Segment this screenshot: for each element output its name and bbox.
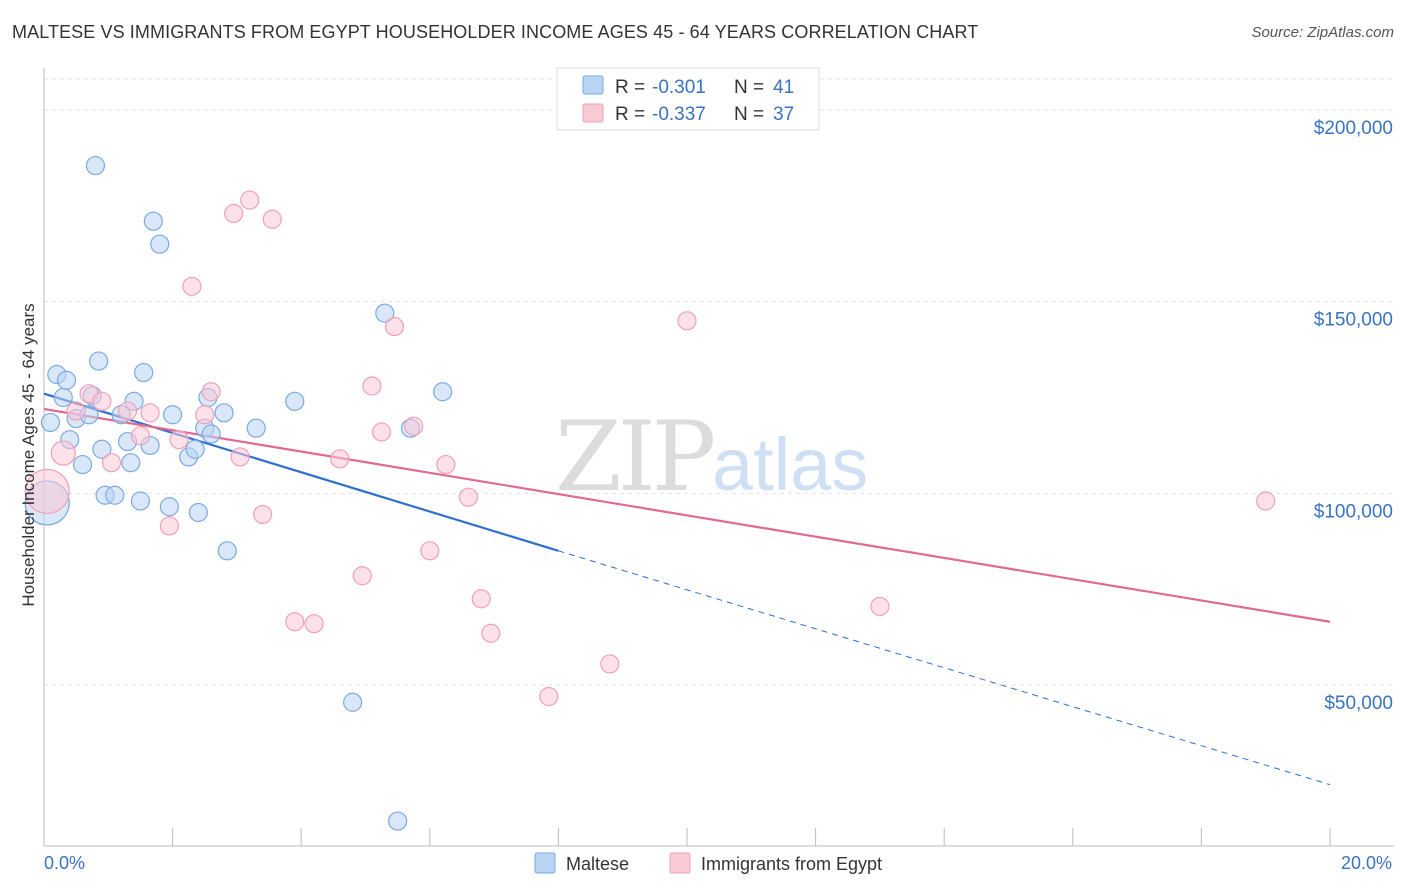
bottom-legend-swatch-maltese — [534, 852, 556, 874]
data-point-maltese — [121, 453, 141, 473]
data-point-egypt — [677, 311, 697, 331]
legend-swatch-maltese — [582, 75, 604, 95]
data-point-egypt — [230, 447, 250, 467]
watermark-zip: ZIP — [555, 401, 714, 513]
y-tick-labels: $50,000 $100,000 $150,000 $200,000 — [1314, 118, 1393, 714]
data-point-maltese — [56, 370, 77, 390]
data-point-egypt — [384, 316, 405, 337]
legend-swatch-egypt — [582, 103, 604, 123]
watermark-atlas: atlas — [712, 423, 868, 506]
y-axis-label: Householder Income Ages 45 - 64 years — [19, 303, 38, 606]
watermark: ZIP atlas — [555, 401, 868, 513]
bottom-legend: Maltese Immigrants from Egypt — [534, 852, 882, 874]
data-point-egypt — [600, 654, 620, 674]
x-tick-left: 0.0% — [44, 853, 85, 873]
legend-r-value-1: -0.301 — [652, 77, 706, 98]
y-tick-label: $150,000 — [1314, 310, 1393, 331]
data-points — [24, 155, 1276, 831]
data-point-maltese — [188, 502, 208, 523]
trend-line-dashed-0 — [558, 550, 1331, 786]
data-point-maltese — [143, 211, 163, 231]
bottom-legend-label-maltese: Maltese — [566, 854, 629, 874]
data-point-maltese — [185, 439, 205, 459]
data-point-maltese — [201, 424, 221, 444]
bottom-legend-swatch-egypt — [669, 852, 691, 874]
legend-n-label-2: N = — [734, 104, 764, 125]
legend-r-value-2: -0.337 — [652, 104, 706, 125]
data-point-maltese — [105, 485, 125, 505]
trend-line-1 — [43, 407, 1331, 623]
legend-r-label-2: R = — [615, 104, 645, 125]
data-point-maltese — [159, 497, 179, 517]
data-point-egypt — [420, 541, 440, 561]
data-point-maltese — [72, 454, 93, 475]
legend-n-label-1: N = — [734, 77, 764, 98]
data-point-egypt — [224, 203, 244, 224]
x-tick-right: 20.0% — [1341, 853, 1392, 873]
data-point-maltese — [433, 382, 453, 402]
y-tick-label: $100,000 — [1314, 501, 1393, 522]
data-point-maltese — [388, 811, 408, 831]
legend-n-value-2: 37 — [773, 104, 794, 125]
data-point-maltese — [150, 234, 170, 254]
data-point-egypt — [195, 405, 215, 425]
data-point-egypt — [130, 426, 151, 446]
data-point-egypt — [66, 401, 86, 421]
data-point-maltese — [375, 303, 395, 323]
data-point-maltese — [343, 692, 363, 712]
chart-title: MALTESE VS IMMIGRANTS FROM EGYPT HOUSEHO… — [12, 22, 979, 42]
data-point-egypt — [471, 589, 491, 609]
data-point-egypt — [371, 422, 392, 442]
source-label: Source: ZipAtlas.com — [1251, 24, 1394, 41]
data-point-maltese — [40, 412, 61, 433]
legend-r-label-1: R = — [615, 77, 645, 98]
data-point-egypt — [870, 596, 890, 617]
data-point-maltese — [214, 403, 234, 423]
legend-n-value-1: 41 — [773, 77, 794, 98]
data-point-egypt — [352, 566, 372, 586]
data-point-egypt — [304, 614, 324, 634]
y-tick-label: $50,000 — [1324, 693, 1393, 714]
data-point-egypt — [240, 190, 260, 210]
bottom-legend-label-egypt: Immigrants from Egypt — [701, 854, 882, 874]
data-point-egypt — [182, 276, 202, 296]
data-point-maltese — [89, 351, 109, 371]
axes — [43, 68, 1394, 847]
data-point-egypt — [404, 416, 424, 436]
data-point-egypt — [362, 376, 382, 396]
legend: R = -0.301 N = 41 R = -0.337 N = 37 — [556, 67, 820, 131]
data-point-egypt — [92, 391, 112, 411]
data-point-egypt — [285, 612, 305, 632]
data-point-maltese — [246, 418, 266, 438]
data-point-egypt — [539, 686, 559, 707]
data-point-maltese — [134, 362, 154, 383]
data-point-egypt — [262, 209, 282, 229]
data-point-maltese — [130, 491, 151, 511]
data-point-egypt — [1256, 491, 1276, 511]
data-point-maltese — [285, 391, 305, 411]
data-point-maltese — [53, 387, 73, 408]
data-point-egypt — [436, 454, 456, 475]
data-point-egypt — [159, 516, 179, 536]
data-point-egypt — [481, 623, 501, 643]
data-point-maltese — [163, 405, 183, 425]
y-tick-label: $200,000 — [1314, 118, 1393, 139]
data-point-egypt — [140, 403, 160, 423]
data-point-egypt — [169, 430, 189, 450]
data-point-egypt — [24, 468, 70, 515]
data-point-egypt — [458, 487, 478, 507]
data-point-maltese — [217, 541, 237, 561]
data-point-maltese — [85, 155, 106, 176]
data-point-egypt — [50, 440, 76, 466]
data-point-egypt — [117, 401, 138, 421]
data-point-egypt — [330, 449, 350, 469]
data-point-egypt — [101, 453, 122, 473]
data-point-egypt — [201, 382, 221, 402]
data-point-maltese — [92, 439, 112, 459]
grid-lines — [44, 78, 1394, 686]
data-point-egypt — [253, 504, 273, 525]
